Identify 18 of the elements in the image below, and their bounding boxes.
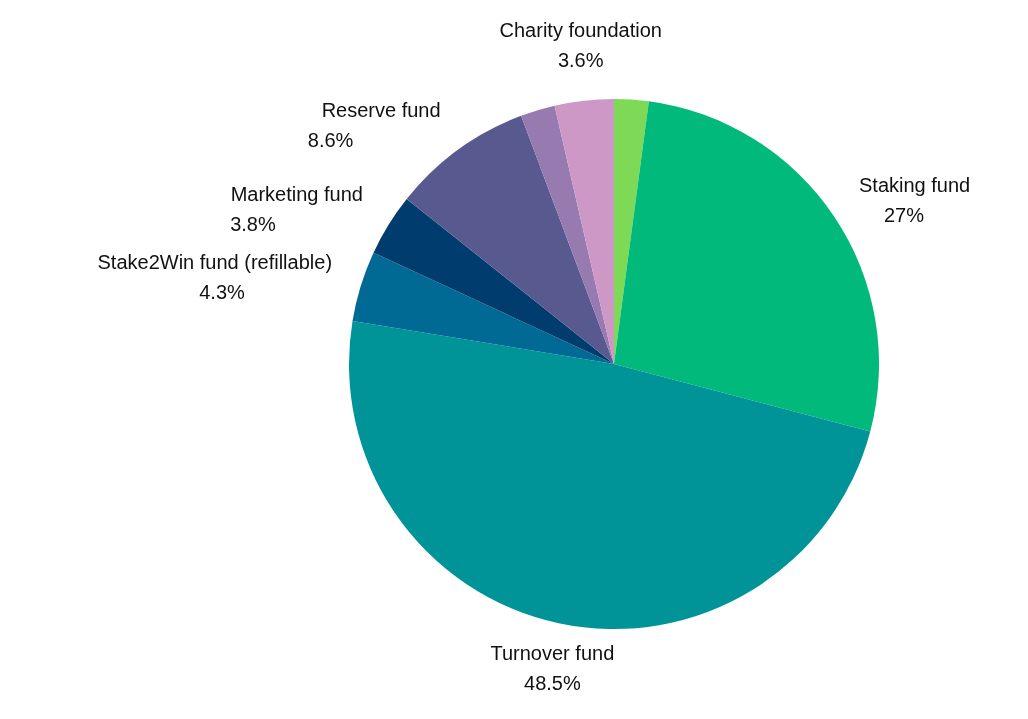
slice-label: Marketing fund bbox=[230, 183, 363, 206]
data-label: 48.5% bbox=[524, 672, 581, 695]
slice-label: Staking fund bbox=[859, 173, 971, 196]
pie-slice bbox=[373, 198, 614, 364]
pie-slice bbox=[406, 115, 614, 364]
data-label: 3.6% bbox=[557, 48, 604, 71]
pie-slice bbox=[349, 320, 871, 629]
data-label: 8.6% bbox=[307, 129, 354, 152]
data-label: 27% bbox=[884, 203, 925, 226]
pie-slice bbox=[554, 99, 614, 364]
slice-label: Reserve fund bbox=[321, 99, 441, 122]
slice-label: Charity foundation bbox=[499, 18, 662, 41]
slice-label: Stake2Win fund (refillable) bbox=[97, 251, 333, 274]
pie-slice bbox=[352, 252, 614, 364]
pie-slice bbox=[521, 105, 614, 364]
data-label: 4.3% bbox=[199, 281, 246, 304]
data-label: 3.8% bbox=[230, 213, 276, 236]
slice-label: Turnover fund bbox=[490, 642, 615, 665]
